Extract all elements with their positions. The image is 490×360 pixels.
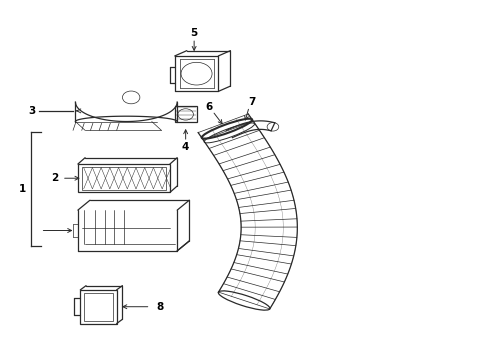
Text: 4: 4 <box>182 142 189 152</box>
Text: 6: 6 <box>205 102 213 112</box>
Text: 5: 5 <box>191 28 198 38</box>
Text: 2: 2 <box>51 173 59 183</box>
Bar <box>175 107 196 122</box>
Text: 7: 7 <box>248 97 255 107</box>
Text: 8: 8 <box>156 302 164 312</box>
Text: 1: 1 <box>19 184 26 194</box>
Bar <box>80 290 117 324</box>
Bar <box>82 167 166 190</box>
Text: 3: 3 <box>28 106 35 116</box>
Bar <box>78 164 170 192</box>
Bar <box>84 293 113 321</box>
